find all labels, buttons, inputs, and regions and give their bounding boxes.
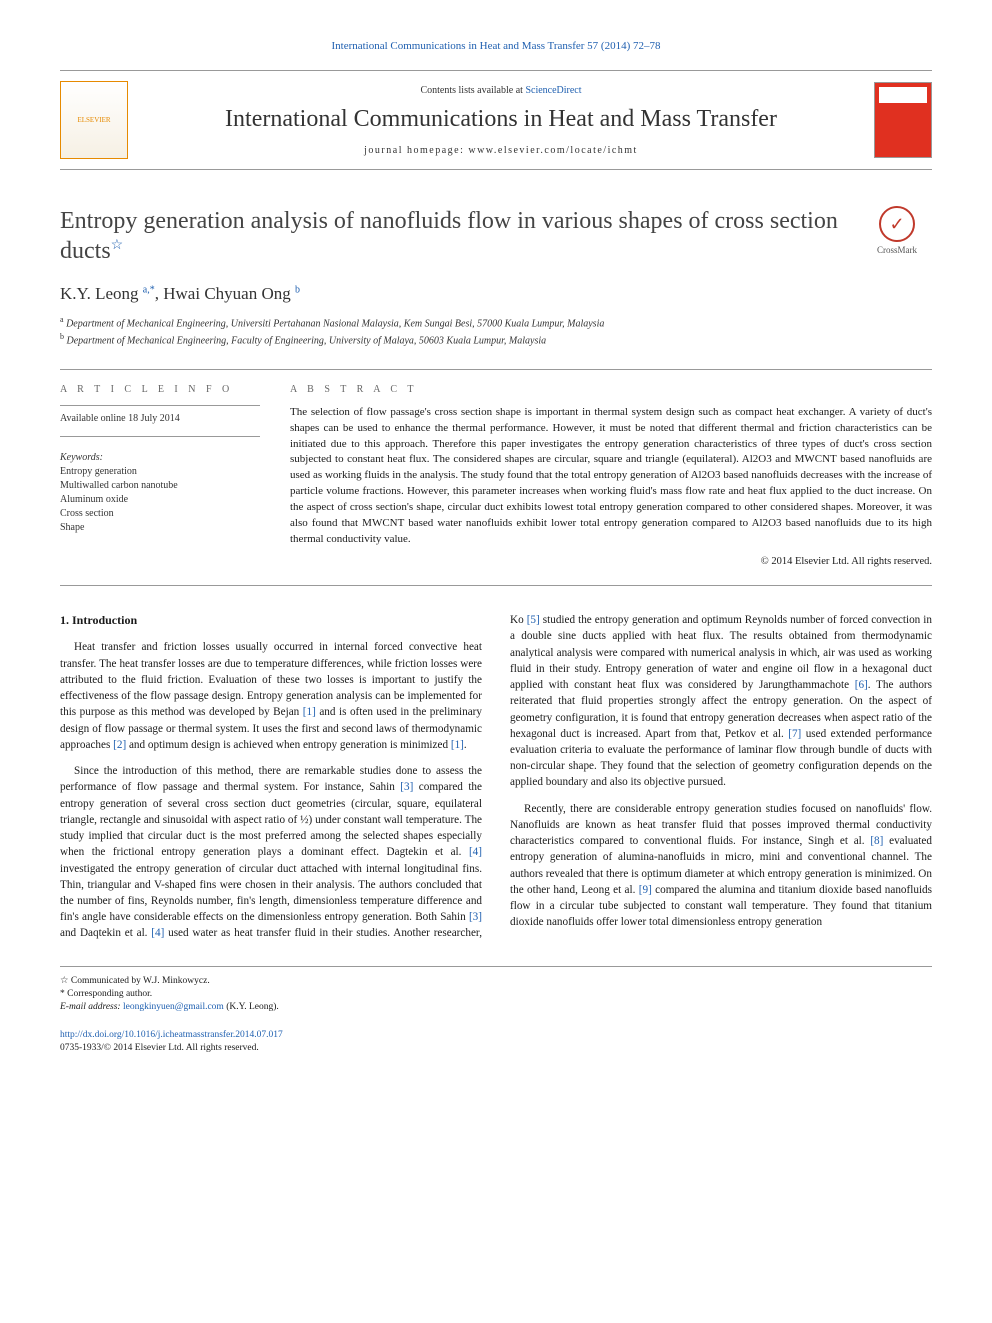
ref-link[interactable]: [8] bbox=[870, 835, 883, 847]
title-row: Entropy generation analysis of nanofluid… bbox=[60, 206, 932, 266]
elsevier-logo: ELSEVIER bbox=[60, 81, 128, 159]
aff-text-b: Department of Mechanical Engineering, Fa… bbox=[64, 336, 546, 347]
aff-text-a: Department of Mechanical Engineering, Un… bbox=[64, 318, 605, 329]
ref-link[interactable]: [1] bbox=[303, 706, 316, 718]
issn-copyright: 0735-1933/© 2014 Elsevier Ltd. All right… bbox=[60, 1042, 932, 1055]
affiliation-b: b Department of Mechanical Engineering, … bbox=[60, 331, 932, 348]
keyword: Entropy generation bbox=[60, 465, 260, 479]
email-who: (K.Y. Leong). bbox=[224, 1002, 279, 1012]
ref-link[interactable]: [1] bbox=[451, 739, 464, 751]
author-1-aff: a, bbox=[143, 284, 150, 295]
elsevier-logo-text: ELSEVIER bbox=[77, 116, 110, 124]
ref-link[interactable]: [2] bbox=[113, 739, 126, 751]
corr-text: Corresponding author. bbox=[65, 989, 152, 999]
keyword: Aluminum oxide bbox=[60, 493, 260, 507]
page: International Communications in Heat and… bbox=[0, 0, 992, 1095]
body-columns: 1. Introduction Heat transfer and fricti… bbox=[60, 612, 932, 942]
abstract-head: a b s t r a c t bbox=[290, 384, 932, 395]
author-email-link[interactable]: leongkinyuen@gmail.com bbox=[123, 1002, 224, 1012]
info-abstract-row: a r t i c l e i n f o Available online 1… bbox=[60, 370, 932, 586]
author-2: Hwai Chyuan Ong bbox=[163, 284, 295, 303]
citation-link[interactable]: International Communications in Heat and… bbox=[331, 40, 660, 52]
ref-link[interactable]: [3] bbox=[469, 911, 482, 923]
homepage-url: www.elsevier.com/locate/ichmt bbox=[468, 145, 637, 156]
body-p1-text-c: and optimum design is achieved when entr… bbox=[126, 739, 451, 751]
ref-link[interactable]: [5] bbox=[527, 614, 540, 626]
abstract-text: The selection of flow passage's cross se… bbox=[290, 405, 932, 548]
ref-link[interactable]: [6] bbox=[855, 679, 868, 691]
affiliation-a: a Department of Mechanical Engineering, … bbox=[60, 314, 932, 331]
header-center: Contents lists available at ScienceDirec… bbox=[142, 85, 860, 156]
ref-link[interactable]: [7] bbox=[788, 728, 801, 740]
email-line: E-mail address: leongkinyuen@gmail.com (… bbox=[60, 1001, 932, 1014]
ref-link[interactable]: [3] bbox=[400, 781, 413, 793]
keyword: Multiwalled carbon nanotube bbox=[60, 479, 260, 493]
email-label: E-mail address: bbox=[60, 1002, 123, 1012]
article-info-column: a r t i c l e i n f o Available online 1… bbox=[60, 384, 260, 567]
ref-link[interactable]: [9] bbox=[639, 884, 652, 896]
section-heading-intro: 1. Introduction bbox=[60, 612, 482, 629]
body-paragraph: Heat transfer and friction losses usuall… bbox=[60, 639, 482, 753]
author-2-aff: b bbox=[295, 284, 300, 295]
author-sep: , bbox=[155, 284, 164, 303]
body-paragraph: Recently, there are considerable entropy… bbox=[510, 801, 932, 931]
author-1: K.Y. Leong bbox=[60, 284, 143, 303]
ref-link[interactable]: [4] bbox=[151, 927, 164, 939]
ref-link[interactable]: [4] bbox=[469, 846, 482, 858]
crossmark-label: CrossMark bbox=[877, 245, 917, 255]
footnote-marker: ☆ bbox=[60, 976, 69, 986]
doi-link[interactable]: http://dx.doi.org/10.1016/j.icheatmasstr… bbox=[60, 1030, 283, 1040]
communicated-note: ☆ Communicated by W.J. Minkowycz. bbox=[60, 975, 932, 988]
paper-title-text: Entropy generation analysis of nanofluid… bbox=[60, 208, 838, 264]
running-citation: International Communications in Heat and… bbox=[60, 40, 932, 52]
keywords-block: Keywords: Entropy generation Multiwalled… bbox=[60, 436, 260, 545]
authors: K.Y. Leong a,*, Hwai Chyuan Ong b bbox=[60, 284, 932, 304]
journal-cover-thumb bbox=[874, 82, 932, 158]
footnote-text: Communicated by W.J. Minkowycz. bbox=[69, 976, 210, 986]
journal-homepage: journal homepage: www.elsevier.com/locat… bbox=[142, 145, 860, 156]
crossmark-badge[interactable]: ✓ CrossMark bbox=[862, 206, 932, 255]
keyword: Shape bbox=[60, 521, 260, 535]
crossmark-icon: ✓ bbox=[879, 206, 915, 242]
journal-header: ELSEVIER Contents lists available at Sci… bbox=[60, 70, 932, 170]
affiliations: a Department of Mechanical Engineering, … bbox=[60, 314, 932, 349]
doi-row: http://dx.doi.org/10.1016/j.icheatmasstr… bbox=[60, 1029, 932, 1056]
corresponding-note: * Corresponding author. bbox=[60, 988, 932, 1001]
abstract-column: a b s t r a c t The selection of flow pa… bbox=[290, 384, 932, 567]
available-online: Available online 18 July 2014 bbox=[60, 412, 260, 426]
homepage-prefix: journal homepage: bbox=[364, 145, 468, 156]
keywords-head: Keywords: bbox=[60, 451, 260, 465]
contents-prefix: Contents lists available at bbox=[420, 85, 525, 96]
journal-title: International Communications in Heat and… bbox=[142, 106, 860, 133]
article-info-head: a r t i c l e i n f o bbox=[60, 384, 260, 395]
keyword: Cross section bbox=[60, 507, 260, 521]
abstract-copyright: © 2014 Elsevier Ltd. All rights reserved… bbox=[290, 556, 932, 567]
availability-block: Available online 18 July 2014 bbox=[60, 405, 260, 436]
paper-title: Entropy generation analysis of nanofluid… bbox=[60, 206, 850, 266]
contents-line: Contents lists available at ScienceDirec… bbox=[142, 85, 860, 96]
sciencedirect-link[interactable]: ScienceDirect bbox=[525, 85, 581, 96]
title-footnote-marker: ☆ bbox=[111, 238, 124, 253]
page-footer: ☆ Communicated by W.J. Minkowycz. * Corr… bbox=[60, 966, 932, 1055]
